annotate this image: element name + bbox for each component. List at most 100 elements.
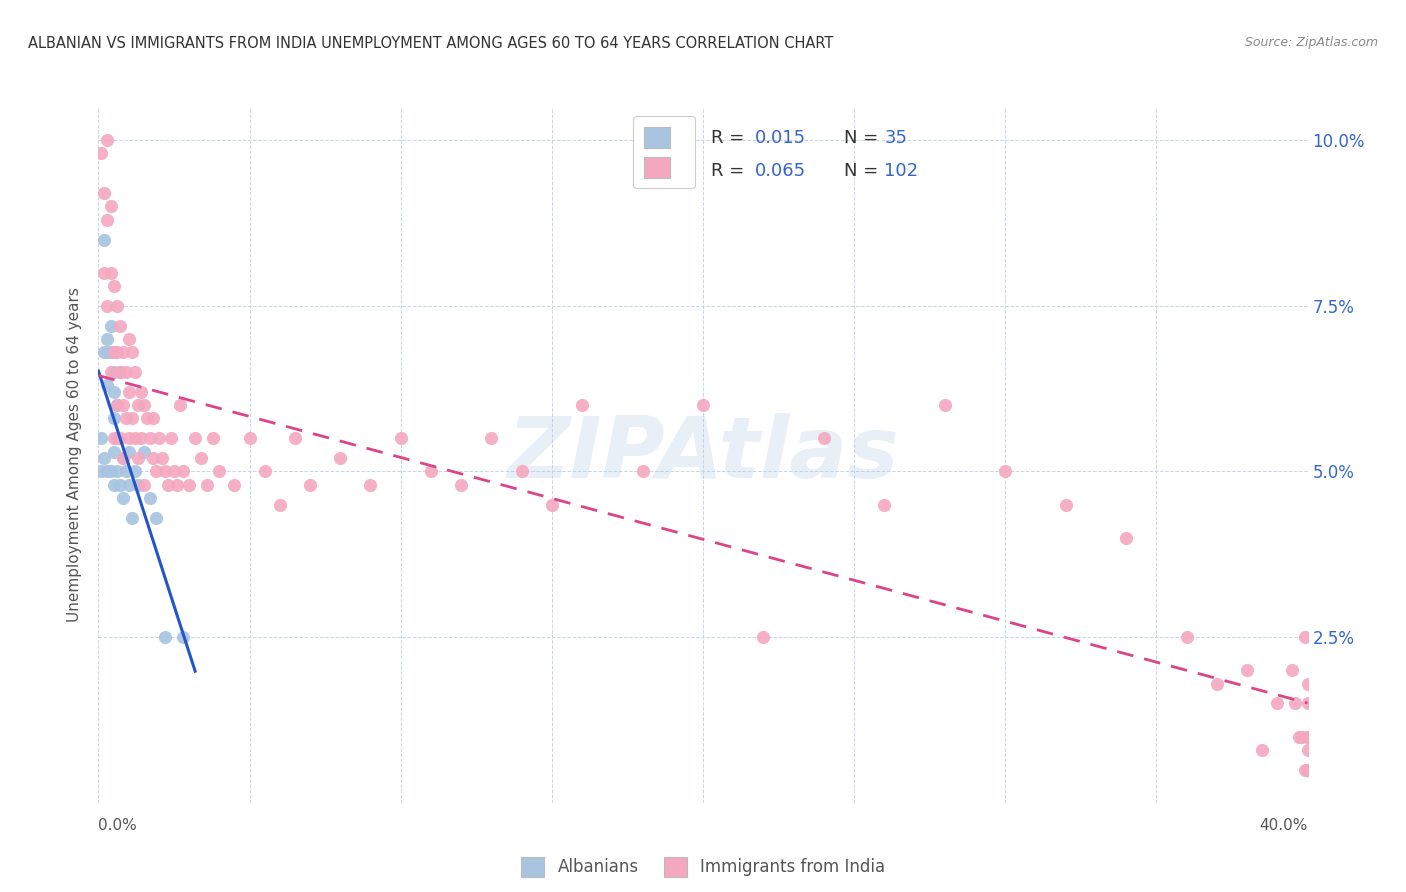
Point bbox=[1296, 697, 1319, 711]
Point bbox=[1267, 697, 1289, 711]
Point bbox=[142, 411, 165, 425]
Point bbox=[1175, 630, 1198, 644]
Point bbox=[121, 511, 143, 525]
Point bbox=[184, 431, 207, 445]
Point bbox=[111, 451, 134, 466]
Point bbox=[208, 465, 231, 479]
Point bbox=[114, 411, 136, 425]
Point bbox=[253, 465, 276, 479]
Text: 35: 35 bbox=[884, 129, 907, 147]
Text: ZIPAtlas: ZIPAtlas bbox=[508, 413, 898, 497]
Point bbox=[96, 378, 118, 392]
Point bbox=[103, 384, 125, 399]
Point bbox=[139, 491, 162, 505]
Point bbox=[269, 498, 291, 512]
Point bbox=[127, 398, 149, 412]
Point bbox=[239, 431, 262, 445]
Point bbox=[114, 465, 136, 479]
Point bbox=[1206, 676, 1229, 690]
Text: 102: 102 bbox=[884, 162, 918, 180]
Text: 0.0%: 0.0% bbox=[98, 818, 138, 832]
Point bbox=[163, 465, 186, 479]
Point bbox=[103, 444, 125, 458]
Point bbox=[93, 266, 115, 280]
Point bbox=[1281, 663, 1303, 677]
Point bbox=[1296, 763, 1319, 777]
Point bbox=[114, 365, 136, 379]
Point bbox=[329, 451, 352, 466]
Point bbox=[108, 365, 131, 379]
Point bbox=[148, 431, 170, 445]
Point bbox=[156, 477, 179, 491]
Point bbox=[1115, 531, 1137, 545]
Point bbox=[420, 465, 443, 479]
Point bbox=[103, 345, 125, 359]
Point bbox=[813, 431, 835, 445]
Point bbox=[1296, 743, 1319, 757]
Point bbox=[1294, 630, 1316, 644]
Point bbox=[103, 431, 125, 445]
Point bbox=[118, 444, 141, 458]
Point bbox=[1288, 730, 1310, 744]
Legend: Albanians, Immigrants from India: Albanians, Immigrants from India bbox=[512, 849, 894, 885]
Point bbox=[1296, 763, 1319, 777]
Point bbox=[103, 477, 125, 491]
Point bbox=[190, 451, 212, 466]
Point bbox=[108, 318, 131, 333]
Text: 0.065: 0.065 bbox=[755, 162, 806, 180]
Text: N =: N = bbox=[845, 129, 884, 147]
Point bbox=[90, 146, 112, 161]
Point bbox=[100, 465, 122, 479]
Point bbox=[93, 345, 115, 359]
Point bbox=[108, 477, 131, 491]
Point bbox=[145, 465, 167, 479]
Point bbox=[124, 431, 146, 445]
Point bbox=[873, 498, 896, 512]
Point bbox=[1296, 676, 1319, 690]
Point bbox=[1296, 763, 1319, 777]
Point bbox=[202, 431, 225, 445]
Point bbox=[111, 345, 134, 359]
Point bbox=[540, 498, 562, 512]
Text: ALBANIAN VS IMMIGRANTS FROM INDIA UNEMPLOYMENT AMONG AGES 60 TO 64 YEARS CORRELA: ALBANIAN VS IMMIGRANTS FROM INDIA UNEMPL… bbox=[28, 36, 834, 51]
Point bbox=[105, 398, 128, 412]
Point bbox=[153, 630, 176, 644]
Point bbox=[1284, 697, 1306, 711]
Point bbox=[96, 212, 118, 227]
Point bbox=[1291, 730, 1313, 744]
Point bbox=[172, 465, 194, 479]
Point bbox=[1296, 763, 1319, 777]
Point bbox=[752, 630, 775, 644]
Point bbox=[160, 431, 183, 445]
Point bbox=[631, 465, 654, 479]
Point bbox=[994, 465, 1017, 479]
Point bbox=[481, 431, 503, 445]
Point bbox=[510, 465, 533, 479]
Point bbox=[103, 279, 125, 293]
Point bbox=[389, 431, 412, 445]
Point bbox=[150, 451, 173, 466]
Point bbox=[96, 332, 118, 346]
Point bbox=[127, 477, 149, 491]
Point bbox=[153, 465, 176, 479]
Text: R =: R = bbox=[711, 162, 751, 180]
Point bbox=[224, 477, 246, 491]
Point bbox=[132, 444, 155, 458]
Point bbox=[135, 411, 157, 425]
Point bbox=[166, 477, 188, 491]
Point bbox=[121, 411, 143, 425]
Point bbox=[571, 398, 593, 412]
Point bbox=[100, 266, 122, 280]
Point bbox=[118, 477, 141, 491]
Point bbox=[934, 398, 956, 412]
Point bbox=[124, 465, 146, 479]
Point bbox=[179, 477, 201, 491]
Text: 0.015: 0.015 bbox=[755, 129, 806, 147]
Text: R =: R = bbox=[711, 129, 751, 147]
Point bbox=[105, 299, 128, 313]
Point bbox=[100, 318, 122, 333]
Point bbox=[100, 199, 122, 213]
Point bbox=[1236, 663, 1258, 677]
Point bbox=[96, 465, 118, 479]
Point bbox=[299, 477, 322, 491]
